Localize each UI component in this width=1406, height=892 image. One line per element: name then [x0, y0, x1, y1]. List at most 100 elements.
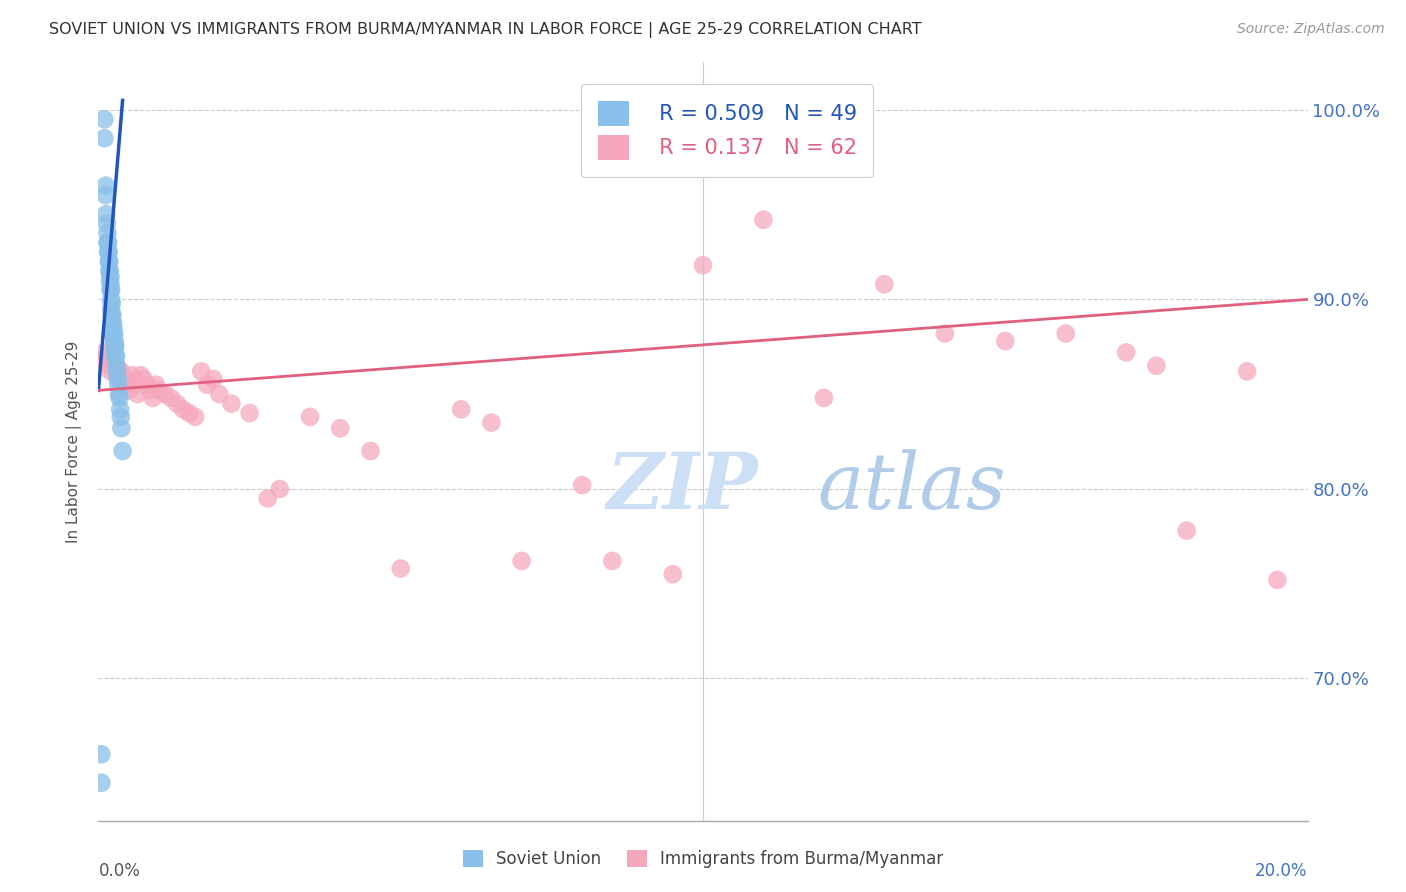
Point	[299, 409, 322, 424]
Point	[105, 359, 128, 373]
Point	[153, 387, 176, 401]
Point	[97, 254, 120, 268]
Point	[104, 349, 127, 363]
Point	[1267, 573, 1289, 587]
Point	[602, 554, 624, 568]
Point	[118, 384, 141, 398]
Text: 0.0%: 0.0%	[98, 863, 141, 880]
Point	[360, 444, 382, 458]
Point	[101, 308, 124, 322]
Point	[172, 402, 194, 417]
Point	[110, 409, 132, 424]
Point	[104, 345, 127, 359]
Point	[160, 391, 183, 405]
Point	[994, 334, 1017, 348]
Point	[98, 273, 121, 287]
Point	[873, 277, 896, 292]
Point	[105, 364, 128, 378]
Point	[96, 235, 118, 250]
Point	[124, 377, 146, 392]
Point	[481, 416, 503, 430]
Point	[98, 359, 121, 373]
Point	[129, 368, 152, 383]
Legend:   R = 0.509   N = 49,   R = 0.137   N = 62: R = 0.509 N = 49, R = 0.137 N = 62	[581, 84, 873, 177]
Point	[100, 308, 122, 322]
Point	[110, 421, 132, 435]
Point	[100, 364, 122, 378]
Point	[121, 368, 143, 383]
Point	[127, 387, 149, 401]
Point	[1175, 524, 1198, 538]
Point	[103, 353, 125, 368]
Text: 20.0%: 20.0%	[1256, 863, 1308, 880]
Point	[107, 377, 129, 392]
Point	[571, 478, 593, 492]
Point	[100, 293, 122, 307]
Point	[100, 269, 122, 284]
Point	[98, 264, 121, 278]
Point	[108, 372, 131, 386]
Point	[208, 387, 231, 401]
Point	[184, 409, 207, 424]
Point	[100, 283, 122, 297]
Point	[103, 320, 125, 334]
Point	[1236, 364, 1258, 378]
Point	[101, 326, 124, 341]
Point	[108, 391, 131, 405]
Point	[98, 254, 121, 268]
Text: atlas: atlas	[818, 449, 1007, 525]
Point	[103, 330, 125, 344]
Point	[166, 396, 188, 410]
Point	[450, 402, 472, 417]
Point	[813, 391, 835, 405]
Point	[94, 178, 117, 193]
Point	[107, 368, 129, 383]
Point	[100, 283, 122, 297]
Point	[139, 384, 162, 398]
Point	[90, 747, 112, 762]
Point	[1115, 345, 1137, 359]
Point	[111, 444, 134, 458]
Point	[96, 207, 118, 221]
Point	[93, 112, 115, 127]
Point	[135, 377, 157, 392]
Point	[661, 567, 683, 582]
Point	[93, 345, 115, 359]
Point	[98, 264, 121, 278]
Point	[107, 372, 129, 386]
Text: Source: ZipAtlas.com: Source: ZipAtlas.com	[1237, 22, 1385, 37]
Point	[692, 258, 714, 272]
Point	[111, 377, 134, 392]
Point	[93, 131, 115, 145]
Point	[101, 315, 124, 329]
Point	[100, 301, 122, 316]
Point	[100, 277, 122, 292]
Point	[934, 326, 956, 341]
Point	[117, 377, 139, 392]
Text: ZIP: ZIP	[606, 449, 758, 525]
Point	[104, 349, 127, 363]
Point	[96, 226, 118, 240]
Point	[510, 554, 533, 568]
Point	[94, 188, 117, 202]
Point	[101, 315, 124, 329]
Point	[97, 244, 120, 259]
Point	[329, 421, 352, 435]
Point	[105, 359, 128, 373]
Point	[108, 387, 131, 401]
Point	[90, 776, 112, 790]
Point	[108, 402, 131, 417]
Point	[90, 353, 112, 368]
Point	[103, 326, 125, 341]
Point	[190, 364, 212, 378]
Point	[179, 406, 201, 420]
Point	[389, 561, 412, 575]
Point	[96, 349, 118, 363]
Point	[195, 377, 218, 392]
Point	[104, 364, 127, 378]
Point	[239, 406, 262, 420]
Point	[202, 372, 225, 386]
Y-axis label: In Labor Force | Age 25-29: In Labor Force | Age 25-29	[66, 341, 83, 542]
Text: SOVIET UNION VS IMMIGRANTS FROM BURMA/MYANMAR IN LABOR FORCE | AGE 25-29 CORRELA: SOVIET UNION VS IMMIGRANTS FROM BURMA/MY…	[49, 22, 922, 38]
Point	[221, 396, 243, 410]
